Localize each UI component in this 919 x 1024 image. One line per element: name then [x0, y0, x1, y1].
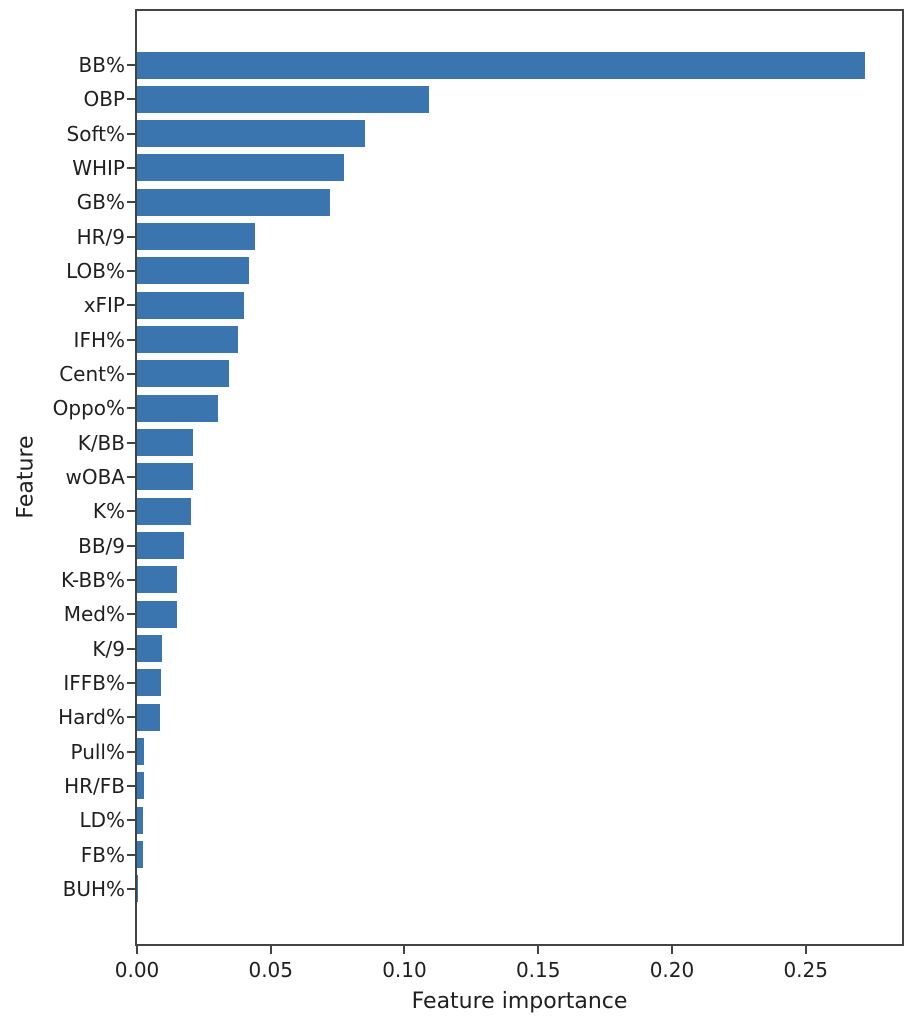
bar-hard- [137, 703, 160, 731]
y-tick-label-bb-: BB% [78, 53, 125, 77]
x-tick-mark [403, 944, 406, 954]
y-tick-label-soft-: Soft% [66, 121, 125, 146]
y-tick-mark [127, 510, 135, 513]
bar-hr-9 [137, 223, 255, 251]
y-tick-mark [127, 64, 135, 66]
x-tick-label-0.10: 0.10 [382, 958, 427, 982]
bar-cent- [137, 360, 229, 388]
bar-fb- [137, 841, 143, 869]
y-tick-mark [127, 304, 135, 307]
x-tick-label-0.00: 0.00 [114, 958, 160, 982]
bar-gb- [137, 188, 331, 216]
bar-med- [137, 600, 177, 628]
bar-bb-9 [137, 532, 185, 560]
y-tick-mark [127, 338, 135, 341]
y-tick-mark [127, 544, 135, 547]
bar-soft- [137, 120, 366, 148]
y-tick-mark [127, 235, 135, 238]
x-tick-label-0.25: 0.25 [783, 958, 828, 982]
y-tick-label-oppo-: Oppo% [52, 396, 125, 421]
y-tick-label-obp: OBP [83, 87, 125, 112]
bar-k- [137, 497, 191, 525]
bar-ld- [137, 806, 144, 834]
x-tick-mark [670, 944, 673, 954]
y-tick-label-k-bb: K/BB [77, 430, 125, 455]
x-tick-mark [804, 944, 807, 954]
y-tick-mark [127, 853, 135, 856]
y-tick-mark [127, 647, 135, 650]
bar-ifh- [137, 326, 238, 354]
bar-bb- [137, 51, 865, 79]
y-tick-mark [127, 613, 135, 616]
bar-iffb- [137, 669, 161, 697]
y-tick-mark [127, 750, 135, 753]
y-tick-label-whip: WHIP [72, 155, 125, 180]
x-tick-mark [269, 944, 272, 954]
y-tick-mark [127, 681, 135, 684]
y-tick-mark [127, 407, 135, 410]
bar-lob- [137, 257, 250, 285]
x-tick-mark [136, 944, 138, 954]
y-tick-label-hard-: Hard% [58, 705, 125, 730]
y-tick-label-ld-: LD% [79, 808, 125, 833]
y-tick-label-xfip: xFIP [83, 293, 125, 318]
y-axis-title: Feature [13, 435, 39, 519]
y-tick-mark [127, 784, 135, 787]
bar-oppo- [137, 394, 218, 422]
y-tick-mark [127, 98, 135, 101]
bar-pull- [137, 738, 145, 766]
x-axis-title: Feature importance [411, 989, 628, 1014]
y-tick-mark [127, 372, 135, 375]
bar-buh- [137, 875, 138, 903]
y-tick-mark [127, 132, 135, 135]
y-tick-label-k-bb-: K-BB% [61, 567, 125, 592]
bar-woba [137, 463, 193, 491]
x-tick-mark [537, 944, 540, 954]
y-tick-mark [127, 819, 135, 822]
y-tick-mark [127, 441, 135, 444]
y-tick-label-iffb-: IFFB% [63, 670, 125, 695]
y-tick-mark [127, 166, 135, 169]
y-tick-label-woba: wOBA [65, 464, 125, 489]
bar-whip [137, 154, 345, 182]
plot-area: BB% OBP Soft% WHIP GB% HR/9 LOB% xFIP IFH% Cent% O… [53, 9, 904, 1014]
y-tick-label-hr-9: HR/9 [76, 224, 125, 249]
y-tick-mark [127, 269, 135, 272]
x-tick-label-0.05: 0.05 [248, 958, 293, 982]
y-tick-label-buh-: BUH% [62, 876, 125, 901]
y-tick-label-k-: K% [92, 499, 125, 524]
y-tick-label-fb-: FB% [80, 842, 125, 867]
y-tick-mark [127, 887, 135, 890]
bar-hr-fb [137, 772, 144, 800]
x-tick-label-0.20: 0.20 [649, 958, 695, 982]
y-tick-mark [127, 475, 135, 478]
y-tick-label-k-9: K/9 [92, 636, 125, 661]
y-tick-label-med-: Med% [63, 602, 125, 627]
y-tick-label-hr-fb: HR/FB [64, 773, 125, 798]
y-tick-label-lob-: LOB% [66, 258, 125, 283]
bar-k-9 [137, 635, 163, 663]
y-tick-label-pull-: Pull% [70, 739, 125, 764]
x-tick-label-0.15: 0.15 [515, 958, 561, 982]
bar-k-bb- [137, 566, 178, 594]
y-tick-label-ifh-: IFH% [73, 327, 125, 352]
y-tick-mark [127, 201, 135, 204]
bar-k-bb [137, 429, 194, 457]
y-tick-label-cent-: Cent% [59, 361, 125, 386]
bar-obp [137, 85, 429, 113]
y-tick-label-gb-: GB% [76, 190, 125, 215]
bar-xfip [137, 291, 245, 319]
y-tick-label-bb-9: BB/9 [78, 533, 125, 558]
y-tick-mark [127, 578, 135, 581]
y-tick-mark [127, 716, 135, 719]
